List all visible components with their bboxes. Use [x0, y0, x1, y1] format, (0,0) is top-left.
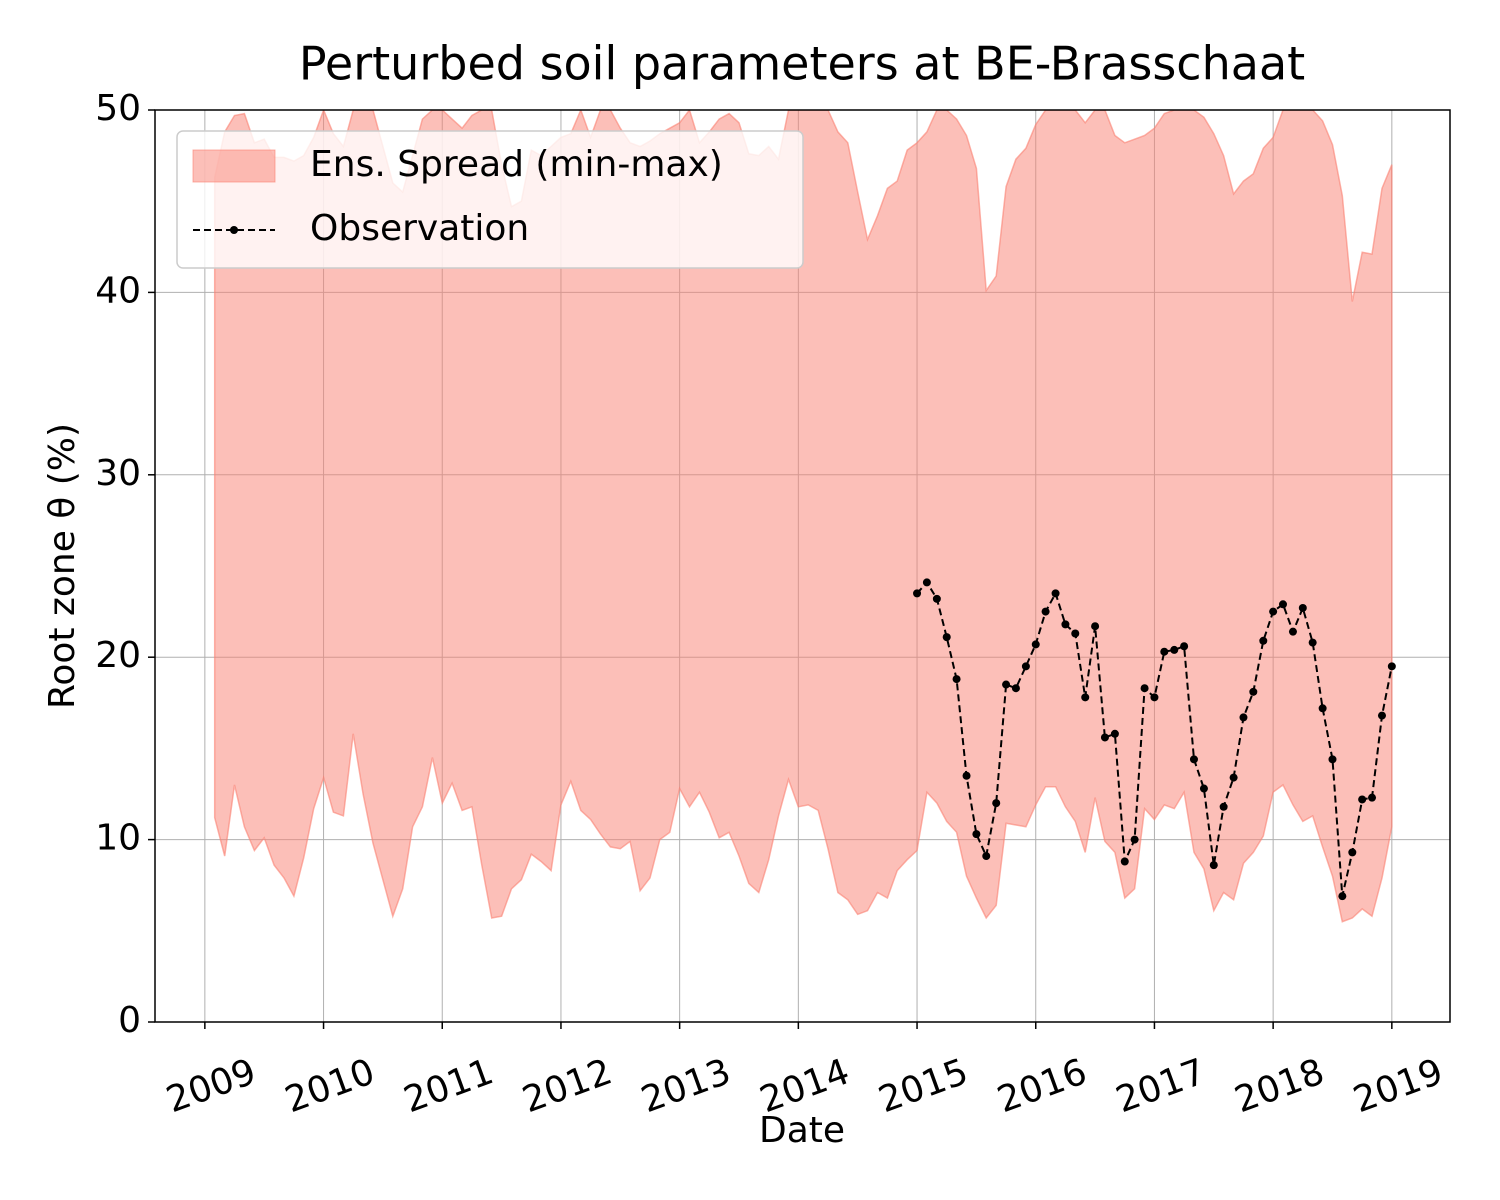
observation-point: [1150, 693, 1159, 702]
observation-point: [1269, 607, 1278, 616]
legend-box: [176, 130, 804, 269]
y-axis-label: Root zone θ (%): [42, 423, 83, 709]
observation-point: [1229, 773, 1238, 782]
observation-point: [1328, 755, 1337, 764]
observation-point: [1288, 627, 1297, 636]
observation-point: [922, 578, 931, 587]
observation-point: [1189, 755, 1198, 764]
observation-point: [952, 675, 961, 684]
observation-point: [1239, 713, 1248, 722]
chart-title: Perturbed soil parameters at BE-Brasscha…: [299, 37, 1305, 91]
legend: Ens. Spread (min-max) Observation: [176, 130, 804, 269]
legend-label: Ens. Spread (min-max): [310, 144, 723, 185]
legend-swatch: [192, 149, 276, 183]
observation-point: [1061, 620, 1070, 629]
observation-point: [1199, 784, 1208, 793]
y-tick-label: 0: [118, 1000, 141, 1041]
y-tick-label: 30: [95, 453, 141, 494]
observation-point: [1249, 687, 1258, 696]
plot-area: [213, 110, 1396, 923]
observation-point: [962, 771, 971, 780]
legend-marker: [230, 226, 238, 234]
x-axis-label: Date: [759, 1110, 845, 1151]
observation-point: [942, 633, 951, 642]
observation-point: [982, 852, 991, 861]
observation-point: [1308, 638, 1317, 647]
observation-point: [1011, 684, 1020, 693]
y-tick-label: 10: [95, 818, 141, 859]
observation-point: [1130, 835, 1139, 844]
observation-point: [972, 830, 981, 839]
observation-point: [1219, 802, 1228, 811]
observation-point: [1100, 733, 1109, 742]
observation-point: [1377, 711, 1386, 720]
observation-point: [1338, 892, 1347, 901]
observation-point: [1002, 680, 1011, 689]
observation-point: [1031, 640, 1040, 649]
y-tick-label: 50: [95, 88, 141, 129]
observation-point: [1041, 607, 1050, 616]
observation-point: [1318, 704, 1327, 713]
observation-point: [1051, 589, 1060, 598]
observation-point: [1209, 861, 1218, 870]
observation-point: [1081, 693, 1090, 702]
observation-point: [1071, 629, 1080, 638]
observation-point: [1278, 600, 1287, 609]
legend-label: Observation: [310, 208, 529, 249]
axes-frame: [154, 109, 1451, 1023]
observation-point: [1021, 662, 1030, 671]
observation-point: [1298, 603, 1307, 612]
observation-point: [1348, 848, 1357, 857]
y-tick-label: 40: [95, 270, 141, 311]
observation-point: [1259, 636, 1268, 645]
observation-point: [1120, 857, 1129, 866]
observation-point: [1387, 662, 1396, 671]
y-tick-label: 20: [95, 635, 141, 676]
spread-band: [213, 110, 1393, 923]
observation-point: [1091, 622, 1100, 631]
observation-point: [992, 799, 1001, 808]
observation-point: [1110, 729, 1119, 738]
observation-point: [1358, 795, 1367, 804]
observation-point: [932, 594, 941, 603]
observation-point: [1180, 642, 1189, 651]
observation-point: [1140, 684, 1149, 693]
observation-point: [913, 589, 922, 598]
observation-point: [1160, 647, 1169, 656]
observation-point: [1170, 645, 1179, 654]
observation-point: [1368, 793, 1377, 802]
